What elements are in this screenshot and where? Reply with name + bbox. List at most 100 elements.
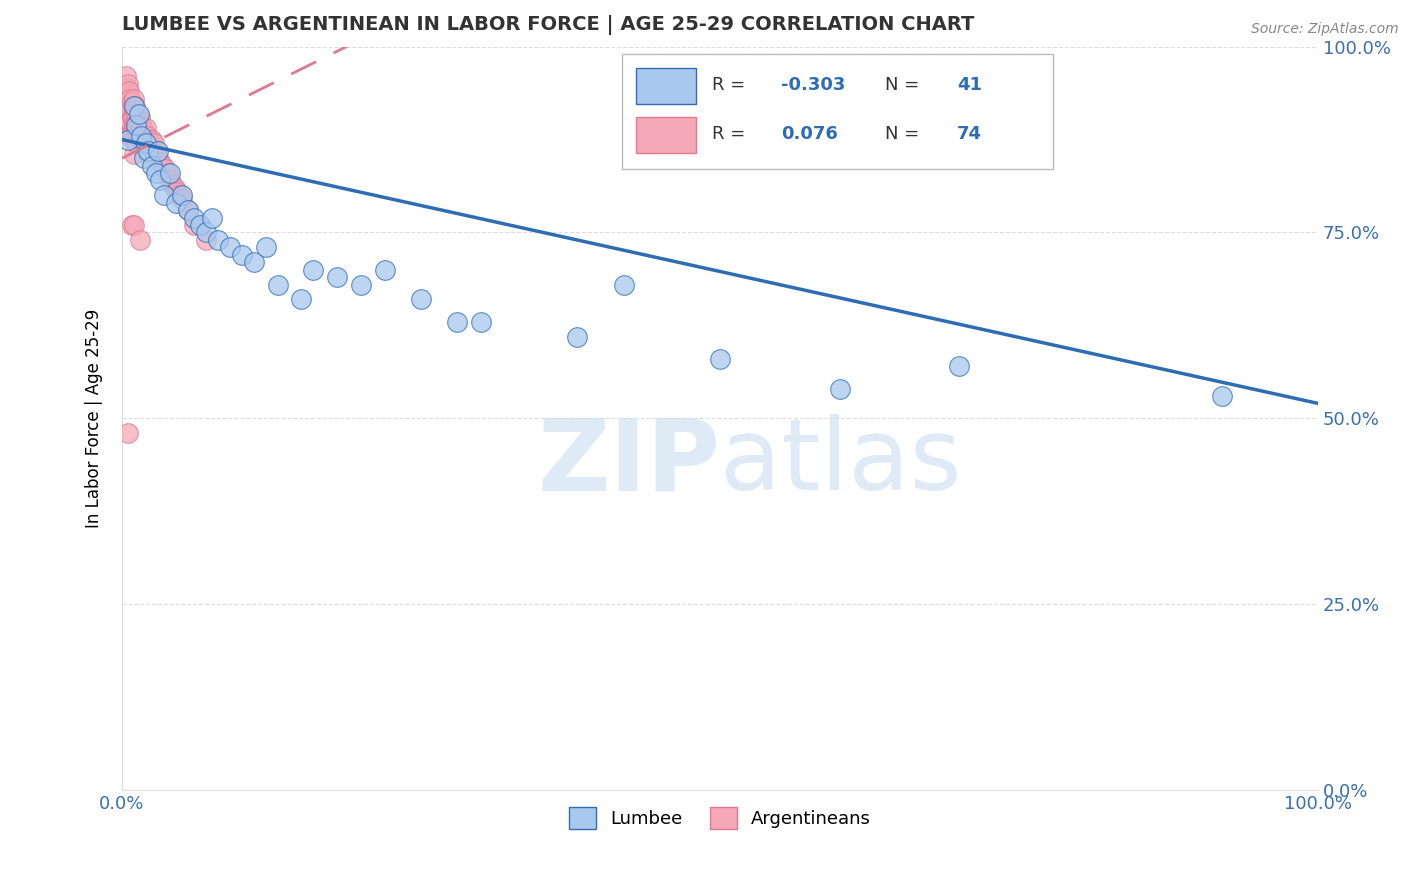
Point <box>129 233 152 247</box>
Point <box>121 125 143 139</box>
Text: R =: R = <box>711 77 751 95</box>
Point <box>143 136 166 151</box>
Point <box>129 128 152 143</box>
Point <box>135 121 157 136</box>
Point <box>120 103 142 117</box>
Legend: Lumbee, Argentineans: Lumbee, Argentineans <box>562 800 879 837</box>
Point <box>122 92 145 106</box>
Point <box>121 95 143 110</box>
Point <box>118 99 141 113</box>
Point <box>124 114 146 128</box>
Point <box>1211 389 1233 403</box>
Point <box>162 177 184 191</box>
Point <box>127 114 149 128</box>
Text: -0.303: -0.303 <box>782 77 845 95</box>
Point <box>132 151 155 165</box>
Point <box>159 166 181 180</box>
Point <box>145 166 167 180</box>
Point <box>948 359 970 374</box>
Point <box>326 270 349 285</box>
Point <box>188 218 211 232</box>
FancyBboxPatch shape <box>621 54 1053 169</box>
Text: R =: R = <box>711 126 751 144</box>
Text: N =: N = <box>886 126 925 144</box>
Point <box>177 203 200 218</box>
Point <box>122 118 145 132</box>
Text: atlas: atlas <box>720 415 962 511</box>
FancyBboxPatch shape <box>637 68 696 103</box>
Point <box>122 99 145 113</box>
Point <box>254 240 277 254</box>
Point <box>118 114 141 128</box>
Point <box>115 106 138 120</box>
Point <box>124 99 146 113</box>
Point <box>565 329 588 343</box>
Text: Source: ZipAtlas.com: Source: ZipAtlas.com <box>1251 22 1399 37</box>
Point <box>139 140 162 154</box>
Point <box>170 192 193 206</box>
Point <box>141 132 163 146</box>
Text: 0.076: 0.076 <box>782 126 838 144</box>
Point <box>709 351 731 366</box>
Point <box>129 118 152 132</box>
Point <box>125 106 148 120</box>
Point <box>138 144 160 158</box>
Point <box>159 173 181 187</box>
Point <box>129 110 152 124</box>
Point <box>138 147 160 161</box>
Point <box>194 226 217 240</box>
Point <box>127 128 149 143</box>
Point <box>114 92 136 106</box>
Point <box>194 233 217 247</box>
Text: N =: N = <box>886 77 925 95</box>
Point <box>129 125 152 139</box>
Text: 74: 74 <box>957 126 981 144</box>
Point <box>117 426 139 441</box>
Point <box>470 315 492 329</box>
Point <box>170 188 193 202</box>
Point <box>115 99 138 113</box>
Point <box>117 114 139 128</box>
Point <box>201 211 224 225</box>
Point <box>132 132 155 146</box>
Point <box>163 181 186 195</box>
Point <box>141 159 163 173</box>
Point <box>446 315 468 329</box>
Point <box>165 195 187 210</box>
Point <box>218 240 240 254</box>
Point <box>117 99 139 113</box>
Point <box>177 203 200 218</box>
Point <box>121 218 143 232</box>
Point <box>114 84 136 98</box>
Point <box>135 136 157 151</box>
Point <box>136 128 159 143</box>
Point <box>149 173 172 187</box>
Point <box>145 147 167 161</box>
Point <box>125 136 148 151</box>
Point <box>122 103 145 117</box>
Point <box>146 151 169 165</box>
Point <box>149 154 172 169</box>
Point <box>120 92 142 106</box>
Point <box>169 188 191 202</box>
Point <box>290 293 312 307</box>
Point <box>122 218 145 232</box>
Point <box>117 132 139 146</box>
Point <box>266 277 288 292</box>
Point <box>828 382 851 396</box>
Point <box>138 132 160 146</box>
Point <box>131 121 153 136</box>
Point <box>183 218 205 232</box>
Point <box>129 132 152 146</box>
Point <box>115 80 138 95</box>
Point <box>156 166 179 180</box>
Point <box>128 106 150 120</box>
Point <box>153 188 176 202</box>
Point <box>121 99 143 113</box>
Point <box>128 118 150 132</box>
Point <box>135 136 157 151</box>
Point <box>183 211 205 225</box>
Point <box>114 70 136 84</box>
Point <box>134 128 156 143</box>
Point <box>613 277 636 292</box>
